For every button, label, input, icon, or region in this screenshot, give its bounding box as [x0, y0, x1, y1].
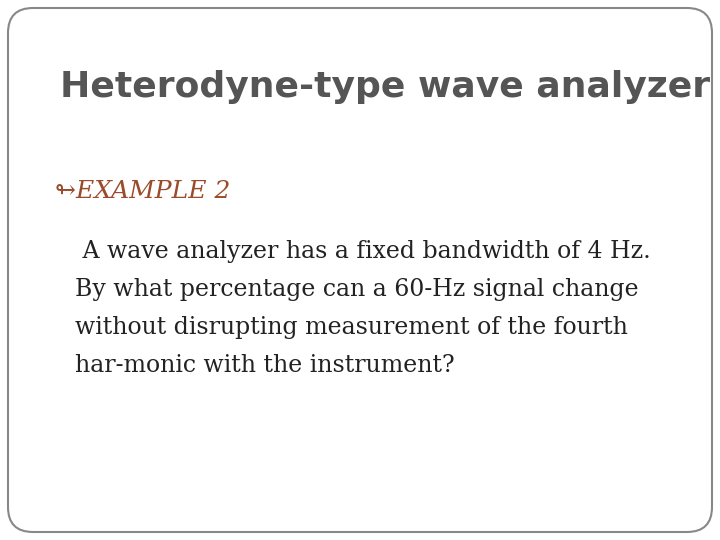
Text: ↬EXAMPLE 2: ↬EXAMPLE 2 — [55, 180, 230, 203]
FancyBboxPatch shape — [8, 8, 712, 532]
Text: By what percentage can a 60-Hz signal change: By what percentage can a 60-Hz signal ch… — [75, 278, 639, 301]
Text: A wave analyzer has a fixed bandwidth of 4 Hz.: A wave analyzer has a fixed bandwidth of… — [75, 240, 651, 263]
Text: without disrupting measurement of the fourth: without disrupting measurement of the fo… — [75, 316, 628, 339]
Text: Heterodyne-type wave analyzer: Heterodyne-type wave analyzer — [60, 70, 710, 104]
Text: har-monic with the instrument?: har-monic with the instrument? — [75, 354, 454, 377]
